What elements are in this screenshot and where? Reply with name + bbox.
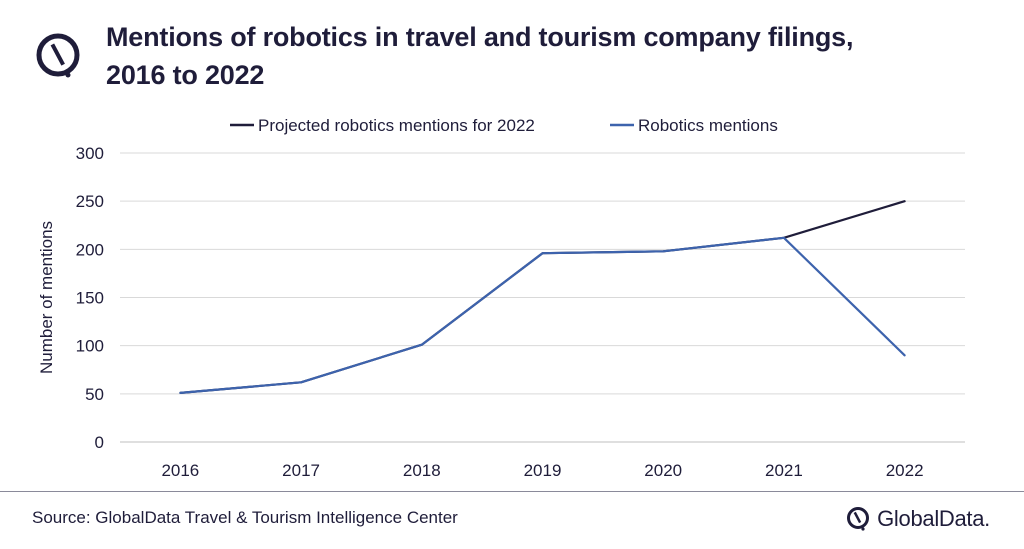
x-tick-label: 2019 bbox=[524, 461, 562, 480]
footer-divider bbox=[0, 491, 1024, 492]
y-tick-label: 50 bbox=[85, 385, 104, 404]
x-tick-label: 2018 bbox=[403, 461, 441, 480]
x-tick-label: 2022 bbox=[886, 461, 924, 480]
legend-label: Projected robotics mentions for 2022 bbox=[258, 116, 535, 135]
y-tick-label: 250 bbox=[76, 192, 104, 211]
brand-name: GlobalData. bbox=[877, 506, 990, 531]
x-tick-label: 2021 bbox=[765, 461, 803, 480]
x-tick-label: 2016 bbox=[161, 461, 199, 480]
x-axis-ticks: 2016 2017 2018 2019 2020 2021 2022 bbox=[161, 461, 923, 480]
x-tick-label: 2017 bbox=[282, 461, 320, 480]
y-tick-label: 0 bbox=[95, 433, 104, 452]
y-tick-label: 200 bbox=[76, 240, 104, 259]
line-chart: Projected robotics mentions for 2022 Robo… bbox=[37, 116, 965, 480]
chart-title-line-1: Mentions of robotics in travel and touri… bbox=[106, 22, 854, 52]
chart-gridlines bbox=[120, 152, 965, 443]
y-axis-ticks: 0 50 100 150 200 250 300 bbox=[76, 144, 104, 452]
x-tick-label: 2020 bbox=[644, 461, 682, 480]
chart-header: Mentions of robotics in travel and touri… bbox=[0, 0, 1024, 100]
y-tick-label: 150 bbox=[76, 289, 104, 308]
chart-series bbox=[179, 200, 906, 394]
series-line-robotics-mentions bbox=[179, 236, 906, 394]
chart-legend: Projected robotics mentions for 2022 Robo… bbox=[230, 116, 778, 135]
chart-title-line-2: 2016 to 2022 bbox=[106, 60, 265, 90]
y-axis-title: Number of mentions bbox=[37, 221, 56, 374]
y-tick-label: 100 bbox=[76, 337, 104, 356]
legend-label: Robotics mentions bbox=[638, 116, 778, 135]
globaldata-logo-icon bbox=[36, 33, 80, 78]
chart-title: Mentions of robotics in travel and touri… bbox=[106, 18, 986, 94]
brand-logo: GlobalData. bbox=[845, 504, 990, 534]
source-note: Source: GlobalData Travel & Tourism Inte… bbox=[32, 508, 458, 527]
globaldata-small-logo-icon bbox=[847, 507, 870, 531]
y-tick-label: 300 bbox=[76, 144, 104, 163]
